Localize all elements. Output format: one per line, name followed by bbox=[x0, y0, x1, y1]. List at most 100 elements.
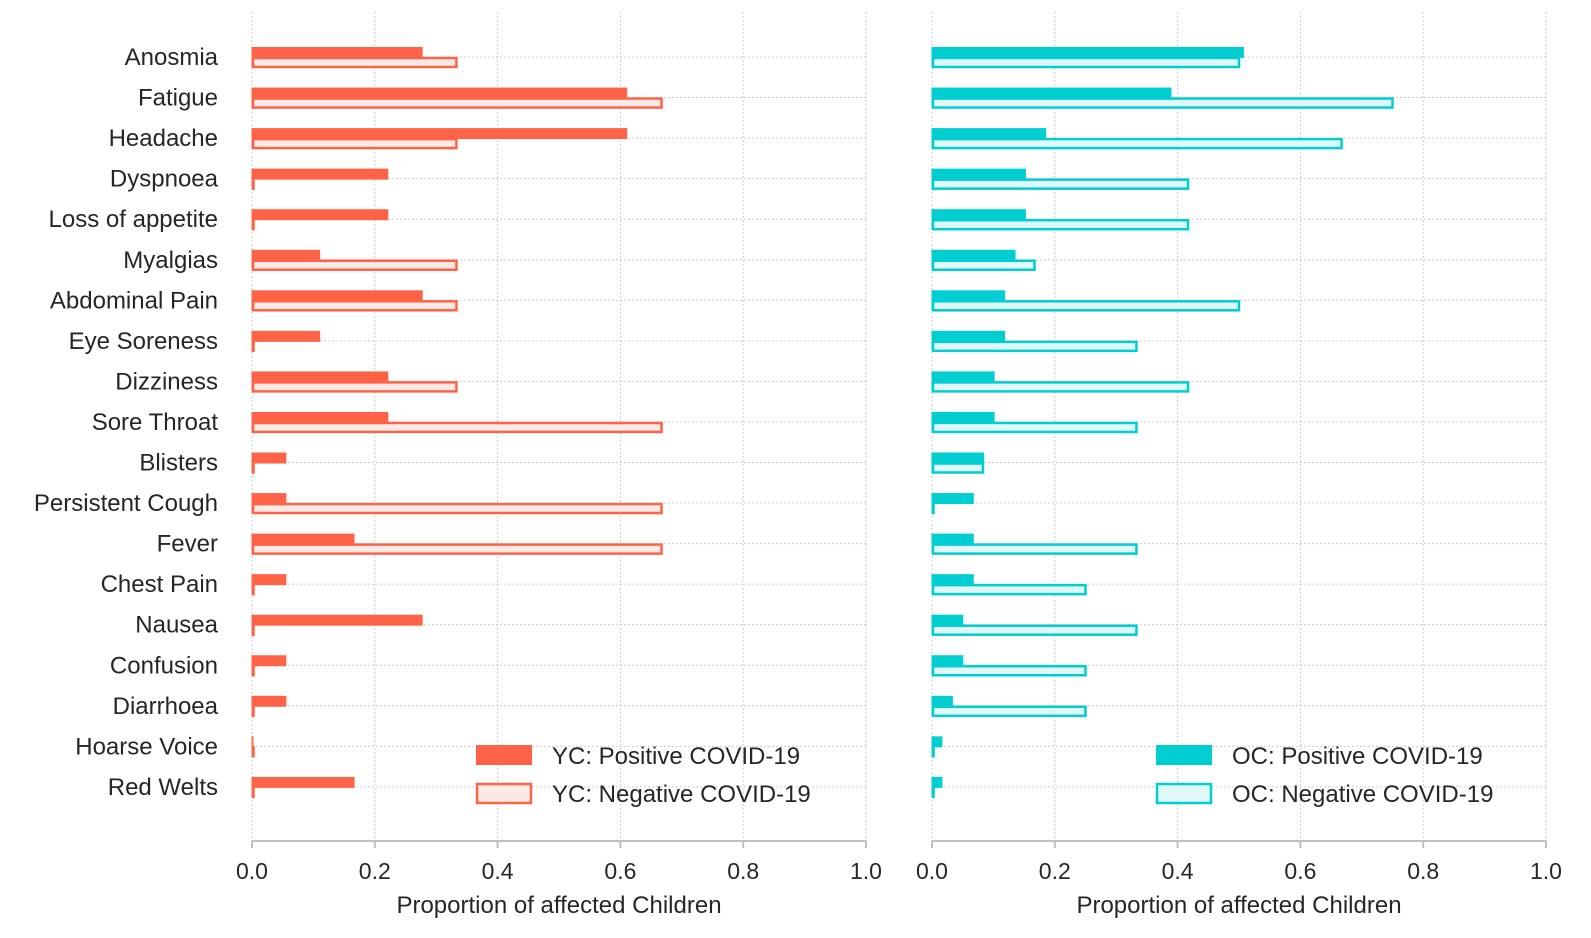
bar-positive bbox=[252, 533, 355, 545]
bar-negative bbox=[251, 543, 663, 555]
category-label: Chest Pain bbox=[101, 571, 218, 598]
bar-positive bbox=[932, 452, 985, 464]
bar-positive bbox=[932, 249, 1016, 261]
category-label: Myalgias bbox=[123, 247, 218, 274]
bar-positive bbox=[932, 209, 1026, 221]
legend-swatch-negative bbox=[475, 782, 533, 805]
legend-swatch-negative bbox=[1155, 782, 1213, 805]
legend-swatch-positive bbox=[476, 745, 532, 765]
bar-positive bbox=[932, 411, 995, 423]
bar-positive bbox=[932, 330, 1006, 342]
bar-positive bbox=[252, 695, 287, 707]
bar-negative bbox=[931, 218, 1190, 231]
x-tick-label: 0.2 bbox=[1039, 858, 1071, 884]
bar-negative bbox=[251, 259, 458, 271]
x-tick-label: 0.0 bbox=[916, 858, 948, 884]
bar-negative bbox=[931, 97, 1394, 109]
bar-positive bbox=[252, 655, 287, 667]
bar-positive bbox=[252, 411, 389, 423]
bar-positive bbox=[932, 47, 1244, 58]
bar-positive bbox=[252, 452, 287, 464]
category-label: Diarrhoea bbox=[113, 693, 219, 720]
bar-positive bbox=[932, 87, 1172, 99]
bar-positive bbox=[932, 290, 1006, 302]
bar-negative bbox=[251, 137, 458, 150]
bar-positive bbox=[252, 574, 287, 586]
bar-positive bbox=[252, 249, 321, 261]
bar-positive bbox=[252, 614, 423, 626]
bar-positive bbox=[932, 776, 943, 788]
bar-negative bbox=[931, 543, 1138, 555]
category-label: Loss of appetite bbox=[49, 206, 218, 233]
category-label: Blisters bbox=[139, 450, 218, 477]
bar-positive bbox=[252, 776, 355, 788]
legend: OC: Positive COVID-19 OC: Negative COVID-… bbox=[1155, 743, 1493, 808]
x-axis-title: Proportion of affected Children bbox=[396, 892, 721, 919]
legend-label-negative: OC: Negative COVID-19 bbox=[1232, 781, 1493, 808]
bar-negative bbox=[931, 259, 1036, 271]
bar-negative bbox=[931, 137, 1343, 150]
bar-positive bbox=[932, 655, 964, 667]
bar-positive bbox=[252, 168, 389, 180]
bar-positive bbox=[932, 493, 974, 505]
bar-negative bbox=[931, 56, 1241, 69]
bar-negative bbox=[931, 340, 1138, 353]
bar-positive bbox=[252, 87, 628, 99]
legend-swatch-positive bbox=[1156, 745, 1212, 765]
bar-positive bbox=[252, 209, 389, 221]
bar-positive bbox=[932, 128, 1047, 140]
bar-negative bbox=[931, 178, 1190, 190]
bar-negative bbox=[931, 462, 985, 474]
bar-negative bbox=[931, 705, 1087, 718]
bar-positive bbox=[932, 533, 974, 545]
category-label: Persistent Cough bbox=[34, 490, 218, 517]
x-tick-label: 0.6 bbox=[604, 858, 636, 884]
bar-positive bbox=[932, 695, 953, 707]
bar-negative bbox=[251, 97, 663, 109]
x-tick-label: 0.4 bbox=[1162, 858, 1194, 884]
bar-positive bbox=[932, 574, 974, 586]
bar-negative bbox=[251, 421, 663, 434]
bar-positive bbox=[932, 736, 943, 748]
category-label: Fatigue bbox=[138, 85, 218, 112]
legend-label-positive: YC: Positive COVID-19 bbox=[552, 743, 800, 770]
bar-positive bbox=[252, 371, 389, 383]
x-tick-label: 0.8 bbox=[1407, 858, 1439, 884]
bar-positive bbox=[932, 168, 1026, 180]
category-label: Abdominal Pain bbox=[50, 287, 218, 314]
x-tick-label: 0.0 bbox=[236, 858, 268, 884]
bar-negative bbox=[931, 421, 1138, 434]
x-tick-label: 1.0 bbox=[1530, 858, 1562, 884]
legend-label-positive: OC: Positive COVID-19 bbox=[1232, 743, 1483, 770]
bar-positive bbox=[932, 371, 995, 383]
bar-positive bbox=[252, 493, 287, 505]
legend-label-negative: YC: Negative COVID-19 bbox=[552, 781, 811, 808]
bar-positive bbox=[252, 47, 423, 58]
category-label: Hoarse Voice bbox=[75, 733, 218, 760]
category-label: Dizziness bbox=[115, 368, 218, 395]
category-label: Dyspnoea bbox=[110, 166, 219, 193]
category-label: Eye Soreness bbox=[69, 328, 218, 355]
bar-positive bbox=[252, 330, 321, 342]
category-label: Sore Throat bbox=[92, 409, 219, 436]
bar-negative bbox=[931, 624, 1138, 636]
legend: YC: Positive COVID-19 YC: Negative COVID-… bbox=[475, 743, 811, 808]
chart-panel-right: 0.0 0.2 0.4 0.6 0.8 1.0 Proportion of affected… bbox=[916, 12, 1562, 919]
x-tick-label: 0.4 bbox=[482, 858, 514, 884]
category-label: Red Welts bbox=[108, 774, 218, 801]
x-tick-label: 1.0 bbox=[850, 858, 882, 884]
bar-positive bbox=[252, 290, 423, 302]
category-label: Fever bbox=[157, 531, 218, 558]
x-tick-label: 0.6 bbox=[1284, 858, 1316, 884]
bar-negative bbox=[931, 665, 1087, 677]
bar-negative bbox=[251, 56, 458, 69]
bar-negative bbox=[931, 381, 1190, 393]
bar-negative bbox=[251, 381, 458, 393]
x-axis-title: Proportion of affected Children bbox=[1076, 892, 1401, 919]
category-label: Headache bbox=[109, 125, 218, 152]
bar-negative bbox=[931, 300, 1241, 312]
bar-negative bbox=[251, 502, 663, 515]
bar-positive bbox=[932, 614, 964, 626]
